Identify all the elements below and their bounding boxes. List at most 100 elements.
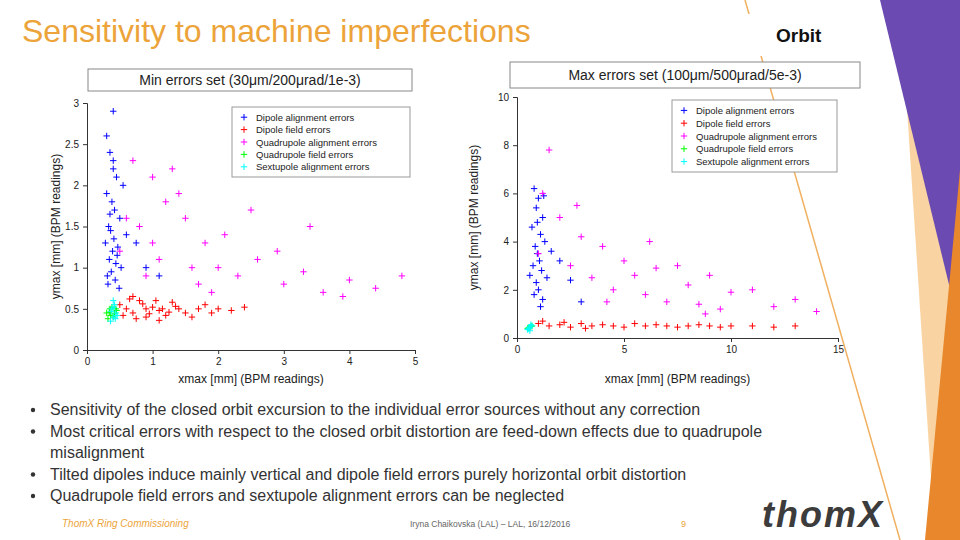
axis-line <box>88 351 416 355</box>
point <box>557 214 563 220</box>
point <box>143 264 149 270</box>
point <box>574 202 580 208</box>
tick-label: 3 <box>73 98 79 109</box>
tick-label: 4 <box>503 236 509 247</box>
x-axis: 012345 <box>85 350 419 367</box>
point <box>108 269 114 275</box>
tick-mark <box>153 350 154 354</box>
point <box>118 264 124 270</box>
point <box>116 285 122 291</box>
point <box>749 287 755 293</box>
point <box>222 232 228 238</box>
point <box>539 190 545 196</box>
point <box>664 323 670 329</box>
point <box>535 250 541 256</box>
tick: 4 <box>503 236 517 247</box>
point <box>548 248 554 254</box>
point <box>528 322 534 328</box>
point <box>195 281 201 287</box>
legend-label: Dipole field errors <box>256 124 331 135</box>
chart-title-box <box>88 69 412 91</box>
series <box>535 318 798 332</box>
tick-label: 8 <box>503 140 509 151</box>
legend-label: Sextupole alignment errors <box>256 161 370 172</box>
legend-marker <box>681 146 687 152</box>
point <box>215 306 221 312</box>
point <box>156 256 162 262</box>
tick-label: 5 <box>413 356 419 367</box>
point <box>202 302 208 308</box>
tick: 5 <box>622 338 628 355</box>
point <box>149 240 155 246</box>
point <box>792 323 798 329</box>
bullet-text: Sensitivity of the closed orbit excursio… <box>50 401 700 418</box>
series <box>103 304 119 322</box>
axis-line <box>83 104 88 351</box>
legend-marker <box>681 120 687 126</box>
point <box>539 318 545 324</box>
point <box>346 277 352 283</box>
point <box>632 320 638 326</box>
point <box>567 263 573 269</box>
series <box>107 297 120 324</box>
point <box>109 199 115 205</box>
point <box>106 256 112 262</box>
point <box>110 166 116 172</box>
tick: 1.5 <box>65 221 87 232</box>
tick-mark <box>513 242 517 243</box>
point <box>717 324 723 330</box>
tick: 2 <box>216 350 222 367</box>
point <box>102 240 108 246</box>
point <box>215 264 221 270</box>
bullet-text: Most critical errors with respect to the… <box>50 423 762 440</box>
point <box>163 199 169 205</box>
point <box>578 320 584 326</box>
point <box>674 324 680 330</box>
point <box>172 303 178 309</box>
tick: 2 <box>503 285 517 296</box>
point <box>274 248 280 254</box>
tick-label: 2 <box>503 285 509 296</box>
point <box>749 323 755 329</box>
tick-label: 10 <box>726 344 738 355</box>
tick-mark <box>838 338 839 342</box>
tick: 10 <box>498 92 517 103</box>
series <box>525 322 536 334</box>
tick-label: 1 <box>150 356 156 367</box>
legend-label: Quadrupole field errors <box>696 143 793 154</box>
point <box>112 316 118 322</box>
point <box>208 289 214 295</box>
point <box>123 306 129 312</box>
tick-label: 5 <box>622 344 628 355</box>
tick-mark <box>513 145 517 146</box>
chart: Min errors set (30μm/200μrad/1e-3) 0 1 2 3 4 5… <box>49 69 419 386</box>
tick: 6 <box>503 188 517 199</box>
point <box>610 323 616 329</box>
point <box>771 303 777 309</box>
point <box>706 323 712 329</box>
tick-label: 2 <box>216 356 222 367</box>
bullet-list: Sensitivity of the closed orbit excursio… <box>31 401 762 504</box>
point <box>153 297 159 303</box>
point <box>254 256 260 262</box>
tick-mark <box>349 350 350 354</box>
point <box>717 306 723 312</box>
point <box>792 296 798 302</box>
chart-title: Min errors set (30μm/200μrad/1e-3) <box>139 72 361 88</box>
point <box>599 243 605 249</box>
tick: 2 <box>73 180 87 191</box>
legend: Dipole alignment errorsDipole field erro… <box>232 107 410 177</box>
tick-mark <box>83 185 87 186</box>
tick-mark <box>218 350 219 354</box>
point <box>105 281 111 287</box>
logo: thomX <box>762 494 884 535</box>
y-axis-label: ymax [mm] (BPM readings) <box>49 154 63 299</box>
legend-marker <box>681 158 687 164</box>
point <box>728 323 734 329</box>
tick: 0 <box>85 350 91 367</box>
point <box>195 306 201 312</box>
tick-label: 4 <box>347 356 353 367</box>
tick: 0 <box>515 338 521 355</box>
point <box>674 263 680 269</box>
point <box>813 308 819 314</box>
